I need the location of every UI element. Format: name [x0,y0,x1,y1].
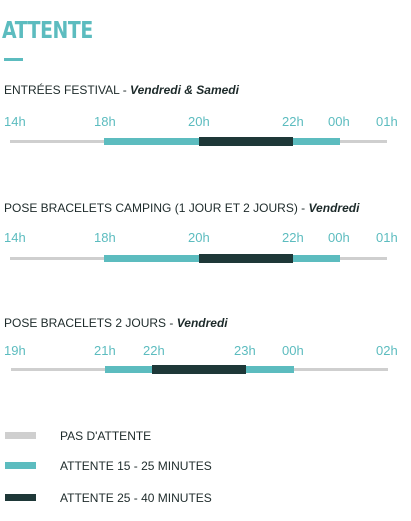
time-tick: 18h [94,114,116,129]
legend-label: ATTENTE 15 - 25 MINUTES [60,459,212,473]
section-title-days: Vendredi [308,201,360,215]
time-tick: 20h [188,230,210,245]
title-underline [4,58,23,61]
time-tick: 14h [4,114,26,129]
legend-swatch-long [5,494,36,501]
wait-bar-medium [293,138,340,145]
time-tick: 22h [282,230,304,245]
page-title: ATTENTE [2,18,93,44]
time-tick: 01h [376,114,398,129]
section-title-main: POSE BRACELETS CAMPING (1 JOUR ET 2 JOUR… [4,201,309,215]
time-tick: 21h [94,343,116,358]
section-title-main: ENTRÉES FESTIVAL - [4,83,131,97]
timeline-track [10,137,387,146]
time-tick: 22h [143,343,165,358]
time-tick: 19h [4,343,26,358]
time-tick: 20h [188,114,210,129]
time-tick: 18h [94,230,116,245]
time-tick: 00h [282,343,304,358]
wait-bar-long [199,137,293,146]
wait-bar-medium [246,366,294,373]
timeline-track [11,365,388,374]
time-tick: 22h [282,114,304,129]
time-tick: 23h [234,343,256,358]
legend-swatch-medium [5,462,36,469]
time-tick: 14h [4,230,26,245]
legend-label: PAS D'ATTENTE [60,429,152,443]
time-tick: 01h [376,230,398,245]
time-tick: 02h [376,343,398,358]
legend-label: ATTENTE 25 - 40 MINUTES [60,491,212,505]
time-tick: 00h [328,114,350,129]
wait-bar-long [199,254,293,263]
section-title: POSE BRACELETS CAMPING (1 JOUR ET 2 JOUR… [4,202,359,214]
legend-swatch-none [5,432,36,439]
time-tick: 00h [328,230,350,245]
section-title-days: Vendredi & Samedi [130,83,239,97]
section-title-days: Vendredi [176,316,228,330]
wait-bar-medium [104,255,199,262]
wait-bar-medium [104,138,199,145]
timeline-track [10,254,387,263]
section-title-main: POSE BRACELETS 2 JOURS - [4,316,177,330]
section-title: ENTRÉES FESTIVAL - Vendredi & Samedi [4,84,239,96]
wait-bar-medium [105,366,152,373]
wait-bar-medium [293,255,340,262]
section-title: POSE BRACELETS 2 JOURS - Vendredi [4,317,228,329]
wait-bar-long [152,365,246,374]
